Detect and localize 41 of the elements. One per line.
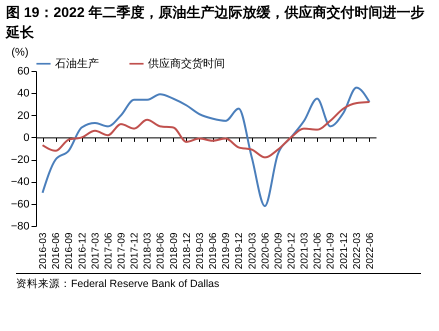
x-tick-label: 2016-03 [38, 232, 50, 270]
x-tick-label: 2017-06 [103, 232, 114, 270]
x-tick-label: 2018-03 [142, 232, 154, 270]
x-tick-label: 2018-09 [168, 232, 180, 270]
x-tick-label: 2020-09 [273, 232, 284, 270]
x-tick-label: 2021-12 [338, 232, 350, 270]
y-tick-label: −60 [10, 198, 30, 210]
line-series [42, 86, 370, 208]
x-tick-label: 2016-12 [77, 232, 88, 270]
text: 资料来源：Federal Reserve Bank of Dallas [16, 273, 421, 291]
x-tick-label: 2018-12 [182, 232, 193, 270]
x-tick-label: 2021-06 [312, 232, 324, 270]
x-tick-label: 2019-03 [194, 232, 206, 270]
x-tick-label: 2022-06 [364, 232, 376, 270]
x-tick-label: 2022-03 [352, 232, 363, 270]
y-tick-label: −80 [10, 220, 30, 232]
legend-label: 供应商交货时间 [148, 56, 225, 70]
x-tick-label: 2017-03 [90, 232, 102, 270]
x-tick-label: 2019-06 [208, 232, 220, 270]
x-tick-label: 2018-06 [156, 232, 167, 270]
y-tick-label: 60 [17, 66, 30, 78]
x-tick-label: 2020-06 [260, 232, 272, 270]
y-tick-label: −40 [10, 176, 30, 188]
x-tick-label: 2019-12 [234, 232, 246, 270]
x-tick-label: 2017-12 [130, 232, 141, 270]
x-tick-label: 2016-09 [64, 232, 76, 270]
y-axis-title: (%) [11, 46, 28, 58]
x-tick-label: 2021-09 [326, 232, 337, 270]
legend-label: 石油生产 [55, 56, 99, 70]
y-tick-label: 0 [23, 132, 30, 144]
y-tick-label: 20 [17, 110, 30, 122]
x-tick-label: 2021-03 [300, 232, 311, 270]
y-tick-label: −20 [10, 154, 30, 166]
y-tick-label: 40 [17, 88, 30, 100]
x-tick-label: 2017-09 [116, 232, 128, 270]
chart-title: 图 19：2022 年二季度，原油生产边际放缓，供应商交付时间进一步延长 [4, 3, 426, 42]
x-tick-label: 2016-06 [51, 232, 62, 270]
x-tick-label: 2020-12 [286, 232, 298, 270]
line-series [42, 101, 370, 158]
x-tick-label: 2019-09 [221, 232, 232, 270]
x-tick-label: 2020-03 [247, 232, 258, 270]
